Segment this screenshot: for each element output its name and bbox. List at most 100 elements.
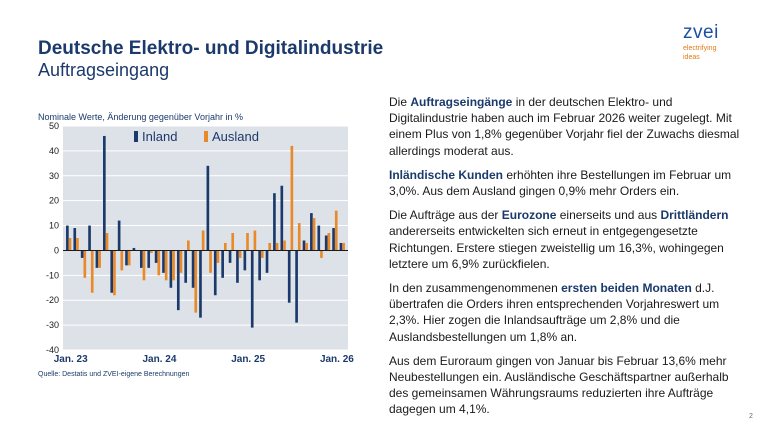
bar-inland-11: [147, 250, 151, 268]
bar-ausland-12: [157, 250, 161, 276]
bar-inland-31: [295, 250, 298, 323]
bar-ausland-16: [187, 240, 190, 251]
bar-inland-24: [243, 250, 247, 271]
bar-inland-1: [73, 228, 77, 251]
bar-ausland-17: [194, 250, 198, 313]
logo-tagline-2: ideas: [683, 54, 700, 61]
bar-inland-2: [80, 250, 84, 258]
x-tick-label: Jan. 26: [320, 354, 354, 365]
legend-label-inland: Inland: [142, 129, 177, 144]
bar-ausland-26: [260, 250, 264, 258]
bar-inland-30: [287, 250, 291, 303]
y-tick-label: -40: [46, 345, 59, 355]
bar-inland-34: [317, 225, 321, 251]
bar-ausland-13: [164, 250, 168, 281]
commentary-text: Die Auftragseingänge in der deutschen El…: [389, 94, 749, 426]
bar-ausland-10: [142, 250, 146, 281]
bar-inland-10: [139, 250, 143, 268]
bar-ausland-37: [342, 242, 345, 251]
bar-ausland-21: [223, 242, 227, 251]
bar-inland-14: [169, 250, 173, 288]
bar-ausland-28: [275, 242, 279, 251]
bar-ausland-22: [231, 233, 235, 251]
logo-word: zvei: [683, 22, 719, 43]
bar-inland-18: [199, 250, 202, 318]
x-tick-label: Jan. 24: [142, 354, 176, 365]
bar-inland-15: [176, 250, 180, 311]
bar-ausland-20: [216, 250, 220, 263]
bar-inland-29: [280, 185, 284, 251]
bar-inland-16: [184, 250, 188, 283]
bar-ausland-32: [305, 242, 308, 251]
bar-ausland-7: [120, 250, 124, 271]
bar-inland-23: [236, 250, 239, 283]
bar-ausland-23: [238, 250, 242, 258]
bar-ausland-3: [90, 250, 94, 293]
page-subtitle: Auftragseingang: [38, 60, 170, 80]
y-tick-label: -10: [46, 270, 59, 280]
bar-ausland-14: [172, 250, 175, 281]
paragraph-5: Aus dem Euroraum gingen von Januar bis F…: [389, 353, 729, 417]
y-tick-label: 20: [49, 196, 59, 206]
bar-inland-7: [117, 220, 121, 251]
bar-inland-3: [88, 225, 91, 251]
bar-inland-35: [324, 235, 328, 251]
chart-note: Nominale Werte, Änderung gegenüber Vorja…: [38, 112, 243, 122]
y-tick-label: -20: [46, 295, 59, 305]
bar-ausland-27: [268, 242, 272, 251]
bar-ausland-34: [320, 250, 323, 258]
x-tick-label: Jan. 23: [54, 354, 88, 365]
bar-ausland-15: [179, 250, 183, 273]
bar-ausland-5: [105, 233, 109, 251]
y-tick-label: -30: [46, 320, 59, 330]
legend-swatch-ausland: [204, 131, 208, 142]
page-title: Deutsche Elektro- und Digitalindustrie: [38, 38, 384, 59]
legend-swatch-inland: [134, 131, 138, 142]
bar-ausland-0: [68, 238, 72, 251]
bar-inland-21: [221, 250, 224, 278]
bar-ausland-1: [76, 238, 79, 251]
bar-ausland-24: [246, 233, 249, 251]
bar-ausland-19: [209, 250, 212, 273]
y-tick-label: 50: [49, 122, 59, 131]
bar-inland-13: [162, 250, 165, 273]
bar-inland-6: [110, 250, 114, 293]
x-tick-label: Jan. 25: [231, 354, 265, 365]
paragraph-2: Inländische Kunden erhöhten ihre Bestell…: [389, 167, 732, 199]
bar-ausland-4: [98, 250, 101, 268]
bar-ausland-33: [312, 218, 316, 251]
bar-inland-12: [154, 250, 158, 263]
paragraph-4: In den zusammengenommenen ersten beiden …: [389, 281, 720, 344]
page-number: 2: [749, 413, 753, 420]
bar-inland-4: [95, 250, 99, 268]
bar-inland-8: [125, 250, 128, 266]
bar-inland-0: [66, 225, 69, 251]
y-tick-label: 10: [49, 221, 59, 231]
bar-inland-27: [265, 250, 269, 273]
bar-ausland-31: [297, 223, 301, 251]
bar-inland-32: [302, 240, 306, 251]
bar-ausland-8: [127, 250, 131, 266]
chart-source: Quelle: Destatis und ZVEI-eigene Berechn…: [38, 371, 190, 378]
bar-inland-9: [132, 247, 136, 251]
bar-inland-17: [191, 250, 195, 288]
y-tick-label: 40: [49, 146, 59, 156]
y-tick-label: 0: [54, 245, 59, 255]
bar-ausland-6: [113, 250, 116, 296]
bar-inland-19: [206, 165, 210, 251]
bar-inland-33: [310, 213, 313, 251]
paragraph-1: Die Auftragseingänge in der deutschen El…: [389, 95, 740, 158]
bar-ausland-30: [290, 145, 294, 251]
paragraph-3: Die Aufträge aus der Eurozone einerseits…: [389, 208, 729, 271]
logo-tagline-1: electrifying: [683, 45, 717, 52]
bar-ausland-36: [334, 210, 338, 251]
legend-label-ausland: Ausland: [212, 129, 259, 144]
bar-inland-26: [258, 250, 261, 281]
bar-ausland-11: [150, 250, 153, 253]
bar-inland-5: [103, 135, 106, 251]
bar-ausland-29: [283, 240, 286, 251]
y-tick-label: 30: [49, 171, 59, 181]
zvei-logo: zvei electrifying ideas: [683, 22, 719, 62]
bar-ausland-2: [83, 250, 87, 278]
